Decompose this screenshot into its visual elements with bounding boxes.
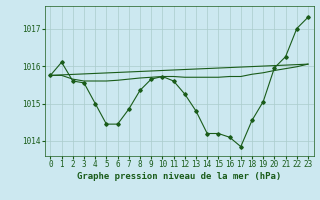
X-axis label: Graphe pression niveau de la mer (hPa): Graphe pression niveau de la mer (hPa)	[77, 172, 281, 181]
